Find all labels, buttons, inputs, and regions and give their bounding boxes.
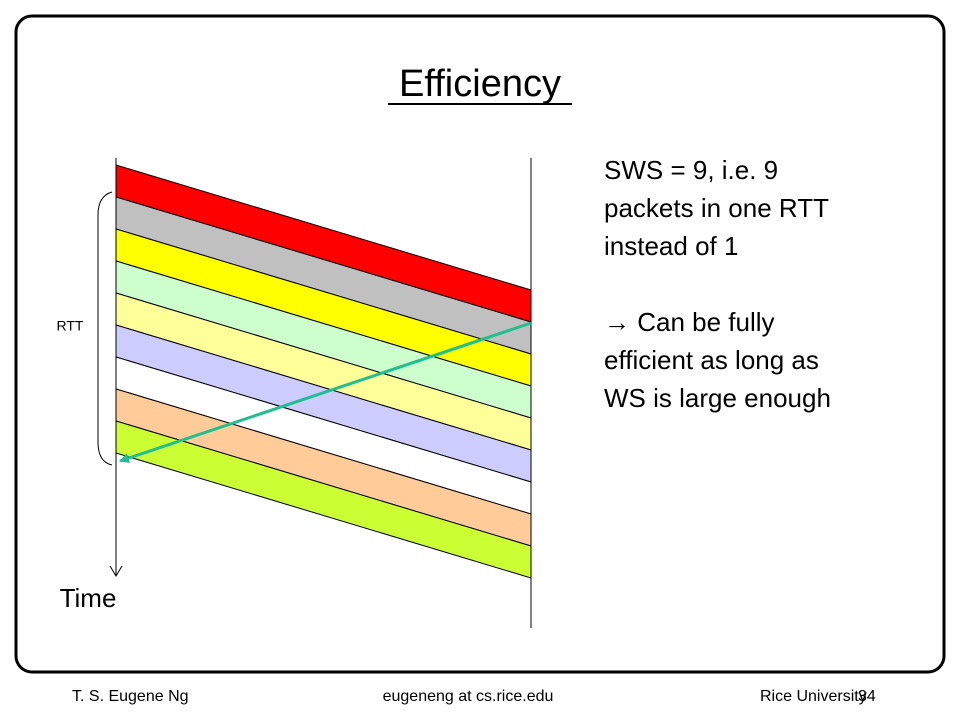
footer-email: eugeneng at cs.rice.edu bbox=[383, 688, 554, 705]
text-line: efficient as long as bbox=[604, 345, 819, 375]
text-line: packets in one RTT bbox=[604, 193, 829, 223]
footer-institution: Rice University bbox=[760, 688, 867, 705]
text-line: SWS = 9, i.e. 9 bbox=[604, 155, 778, 185]
packet-bands bbox=[115, 164, 532, 579]
slide-title: Efficiency bbox=[399, 63, 561, 105]
explanation: SWS = 9, i.e. 9 packets in one RTT inste… bbox=[604, 155, 831, 413]
footer-page: 34 bbox=[858, 688, 876, 705]
time-arrowhead bbox=[109, 565, 123, 577]
footer-author: T. S. Eugene Ng bbox=[72, 688, 189, 705]
text-line: instead of 1 bbox=[604, 231, 738, 261]
rtt-label: RTT bbox=[57, 318, 84, 334]
rtt-bracket bbox=[97, 191, 113, 466]
time-label: Time bbox=[60, 583, 117, 613]
ack-arrow bbox=[119, 321, 532, 463]
footer: T. S. Eugene Ng eugeneng at cs.rice.edu … bbox=[72, 688, 876, 705]
text-line: → Can be fully bbox=[604, 307, 775, 337]
text-line: WS is large enough bbox=[604, 383, 831, 413]
